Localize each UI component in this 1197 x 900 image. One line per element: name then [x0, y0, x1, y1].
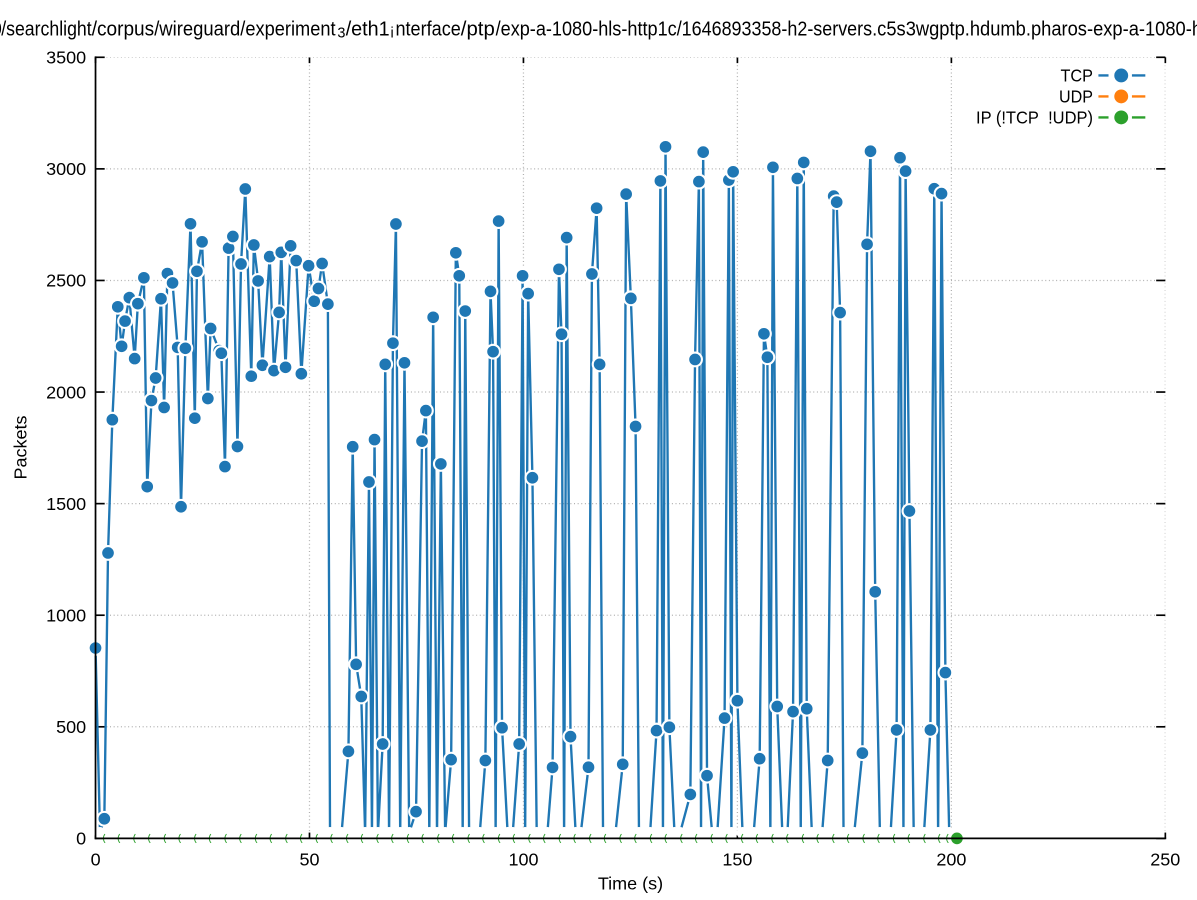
svg-text:2000: 2000: [46, 382, 86, 402]
svg-text:Time (s): Time (s): [598, 874, 663, 894]
svg-text:1500: 1500: [46, 494, 86, 514]
svg-text:IP (!TCP !UDP): IP (!TCP !UDP): [976, 108, 1093, 128]
svg-text:Packets: Packets: [10, 416, 30, 480]
svg-text:3500: 3500: [46, 48, 86, 68]
svg-text:nterface: nterface: [396, 18, 461, 40]
svg-text:i: i: [391, 26, 394, 42]
svg-text:0: 0: [76, 829, 86, 849]
svg-text:/searchlight: /searchlight: [1, 18, 92, 40]
svg-text:/ptp: /ptp: [461, 18, 495, 40]
svg-text:100: 100: [508, 850, 538, 870]
svg-text:0: 0: [91, 850, 101, 870]
svg-text:2500: 2500: [46, 271, 86, 291]
svg-text:0: 0: [0, 18, 2, 40]
svg-text:/wireguard: /wireguard: [154, 18, 240, 40]
svg-text:3: 3: [337, 26, 345, 42]
svg-text:/experiment: /experiment: [240, 18, 336, 40]
svg-text:TCP: TCP: [1061, 66, 1093, 86]
svg-text:1000: 1000: [46, 605, 86, 625]
svg-text:50: 50: [299, 850, 319, 870]
svg-text:500: 500: [56, 717, 86, 737]
svg-text:3000: 3000: [46, 159, 86, 179]
svg-text:/corpus: /corpus: [92, 18, 154, 40]
svg-text:/1646893358-h2-servers: /1646893358-h2-servers: [677, 18, 872, 40]
svg-text:200: 200: [936, 850, 966, 870]
svg-text:/exp-a-1080-hls-http1c: /exp-a-1080-hls-http1c: [496, 18, 677, 40]
svg-text:.c5s3wgptp.hdumb.pharos-exp-a-: .c5s3wgptp.hdumb.pharos-exp-a-1080-hls-h…: [872, 18, 1197, 40]
svg-text:250: 250: [1150, 850, 1180, 870]
svg-text:UDP: UDP: [1059, 87, 1093, 107]
svg-text:/eth1: /eth1: [346, 18, 390, 40]
svg-text:150: 150: [722, 850, 752, 870]
